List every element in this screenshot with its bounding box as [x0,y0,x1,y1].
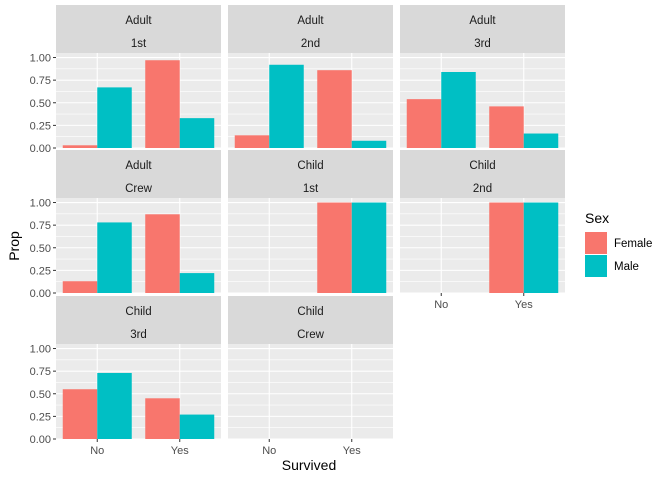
facet-strip-label: Adult [125,160,152,172]
legend-swatch [585,255,607,277]
facet-strip-label: 3rd [474,38,491,50]
facet-panel: Adult 1st 0.00 0.25 0.50 0.75 1.00 [30,5,221,155]
x-tick-label: Yes [515,299,533,311]
y-tick-label: 0.75 [30,75,51,87]
bar-male [179,273,215,293]
facet-panel: Adult Crew 0.00 0.25 0.50 0.75 1.00 [30,150,221,300]
facet-panel: Child 2nd No Yes [400,150,565,311]
facet-strip-label: 2nd [301,38,320,50]
facet-panel: Child 3rd 0.00 0.25 0.50 0.75 1.00 No Yes [30,296,221,457]
y-tick-label: 1.00 [30,198,51,210]
bar-male [441,72,476,148]
facet-strip [56,296,221,344]
facet-strip [228,150,393,198]
facet-strip [228,5,393,53]
x-tick-label: No [262,445,276,457]
bar-male [179,414,215,439]
facet-strip [228,296,393,344]
legend-title: Sex [585,210,609,226]
bar-female [489,202,524,293]
bar-male [351,140,387,148]
bar-male [97,222,132,293]
bar-female [317,202,352,293]
facet-strip [56,5,221,53]
facet-strip-label: Adult [469,15,496,27]
y-tick-label: 0.75 [30,220,51,232]
bar-male [97,372,132,439]
facet-strip [400,5,565,53]
x-tick-label: Yes [171,445,189,457]
y-tick-label: 0.25 [30,411,51,423]
bar-female [145,398,180,439]
bar-male [351,202,387,293]
bar-male [97,87,132,148]
y-axis-title: Prop [6,231,22,261]
bar-male [179,118,215,148]
bar-female [62,389,98,439]
bar-female [406,99,442,148]
y-tick-label: 0.00 [30,143,51,155]
y-tick-label: 1.00 [30,344,51,356]
facet-panel: Adult 3rd [400,5,565,149]
facet-strip [400,150,565,198]
bar-female [234,135,270,148]
y-tick-label: 0.00 [30,288,51,300]
panel-background [228,53,393,148]
legend: Sex Female Male [585,210,652,277]
bar-female [489,106,524,148]
bar-male [269,64,304,148]
facet-strip-label: Adult [125,15,152,27]
facet-panel: Adult 2nd [228,5,393,149]
y-tick-label: 0.75 [30,366,51,378]
bar-female [317,70,352,148]
bar-female [145,60,180,148]
panel-background [228,344,393,439]
bar-male [523,202,559,293]
bar-male [523,133,559,148]
facet-strip-label: Crew [297,329,325,341]
facet-strip-label: Child [125,306,151,318]
facet-strip-label: Child [469,160,495,172]
bar-female [62,145,98,148]
facet-strip-label: 3rd [130,329,147,341]
facet-strip-label: 2nd [473,183,492,195]
facet-strip-label: 1st [303,183,319,195]
x-axis-title: Survived [282,457,336,473]
facet-strip-label: Crew [125,183,153,195]
y-tick-label: 0.25 [30,120,51,132]
y-tick-label: 1.00 [30,53,51,65]
facet-strip-label: Child [297,160,323,172]
y-tick-label: 0.50 [30,389,51,401]
y-tick-label: 0.00 [30,434,51,446]
facet-strip-label: Child [297,306,323,318]
facet-strip-label: Adult [297,15,324,27]
x-tick-label: Yes [343,445,361,457]
facet-panel: Child Crew No Yes [228,296,393,457]
x-tick-label: No [90,445,104,457]
legend-label: Male [614,261,639,273]
facet-strip-label: 1st [131,38,147,50]
legend-label: Female [614,238,652,250]
bar-female [62,281,98,293]
y-tick-label: 0.50 [30,98,51,110]
legend-swatch [585,232,607,254]
x-tick-label: No [434,299,448,311]
bar-female [145,214,180,293]
facet-panel: Child 1st [228,150,393,294]
facet-strip [56,150,221,198]
y-tick-label: 0.50 [30,243,51,255]
y-tick-label: 0.25 [30,265,51,277]
